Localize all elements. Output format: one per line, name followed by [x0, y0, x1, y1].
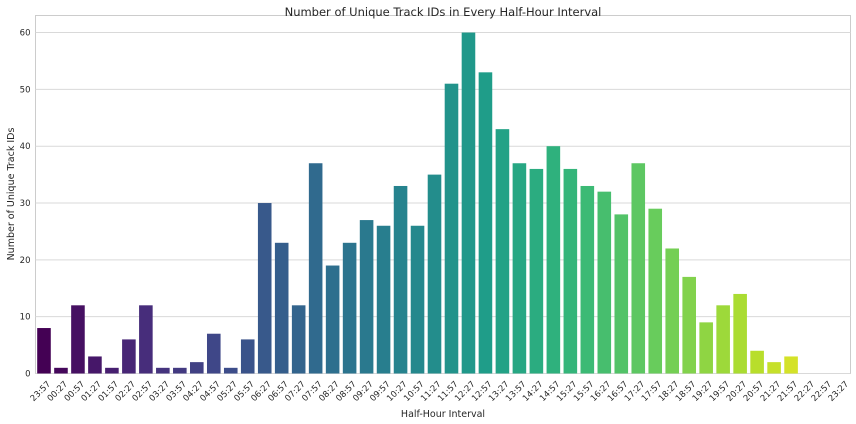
bar: [393, 185, 408, 374]
bar: [359, 220, 374, 374]
bar: [648, 208, 663, 374]
bar: [665, 248, 680, 374]
bar: [478, 72, 493, 374]
bar: [376, 225, 391, 374]
bar: [512, 163, 527, 374]
bar: [257, 203, 272, 374]
bar: [750, 350, 764, 374]
bar: [563, 168, 578, 374]
y-tick-label: 30: [20, 199, 31, 209]
bar: [54, 367, 68, 374]
y-tick-label: 40: [20, 142, 31, 152]
y-tick-label: 0: [25, 370, 30, 380]
bar: [190, 362, 204, 374]
bar: [37, 328, 51, 374]
bar: [173, 367, 187, 374]
bar: [88, 356, 102, 374]
bar: [291, 305, 306, 374]
chart-title: Number of Unique Track IDs in Every Half…: [285, 5, 602, 19]
bar: [495, 129, 510, 374]
bar: [122, 339, 136, 374]
bar: [156, 367, 170, 374]
bar: [139, 305, 153, 374]
bar: [240, 339, 255, 374]
y-tick-label: 20: [20, 256, 31, 266]
y-tick-label: 50: [20, 85, 31, 95]
bar: [614, 214, 629, 374]
bar: [410, 225, 425, 374]
bar: [597, 191, 612, 374]
bar: [546, 146, 561, 374]
bar: [580, 185, 595, 374]
bar: [682, 276, 696, 374]
bar: [716, 305, 730, 374]
bar: [784, 356, 798, 374]
bar: [631, 163, 646, 374]
bar: [427, 174, 442, 374]
bar: [71, 305, 85, 374]
x-axis-ticks: 23:5700:2700:5701:2701:5702:2702:5703:27…: [29, 380, 851, 404]
y-grid: [35, 32, 851, 374]
bar: [733, 293, 747, 374]
bar: [206, 333, 221, 374]
bar: [529, 168, 544, 374]
y-tick-label: 60: [20, 29, 31, 39]
bar: [342, 242, 357, 374]
bars: [37, 32, 798, 374]
bar: [444, 83, 459, 374]
bar: [325, 265, 340, 374]
bar: [223, 367, 238, 374]
bar: [274, 242, 289, 374]
bar: [767, 362, 781, 374]
y-tick-label: 10: [20, 313, 31, 323]
bar: [699, 322, 713, 374]
bar: [308, 163, 323, 374]
bar: [461, 32, 476, 374]
y-axis-ticks: 0 10 20 30 40 50 60: [20, 29, 31, 380]
y-axis-label: Number of Unique Track IDs: [6, 128, 17, 261]
bar: [105, 367, 119, 374]
x-axis-label: Half-Hour Interval: [401, 409, 485, 420]
